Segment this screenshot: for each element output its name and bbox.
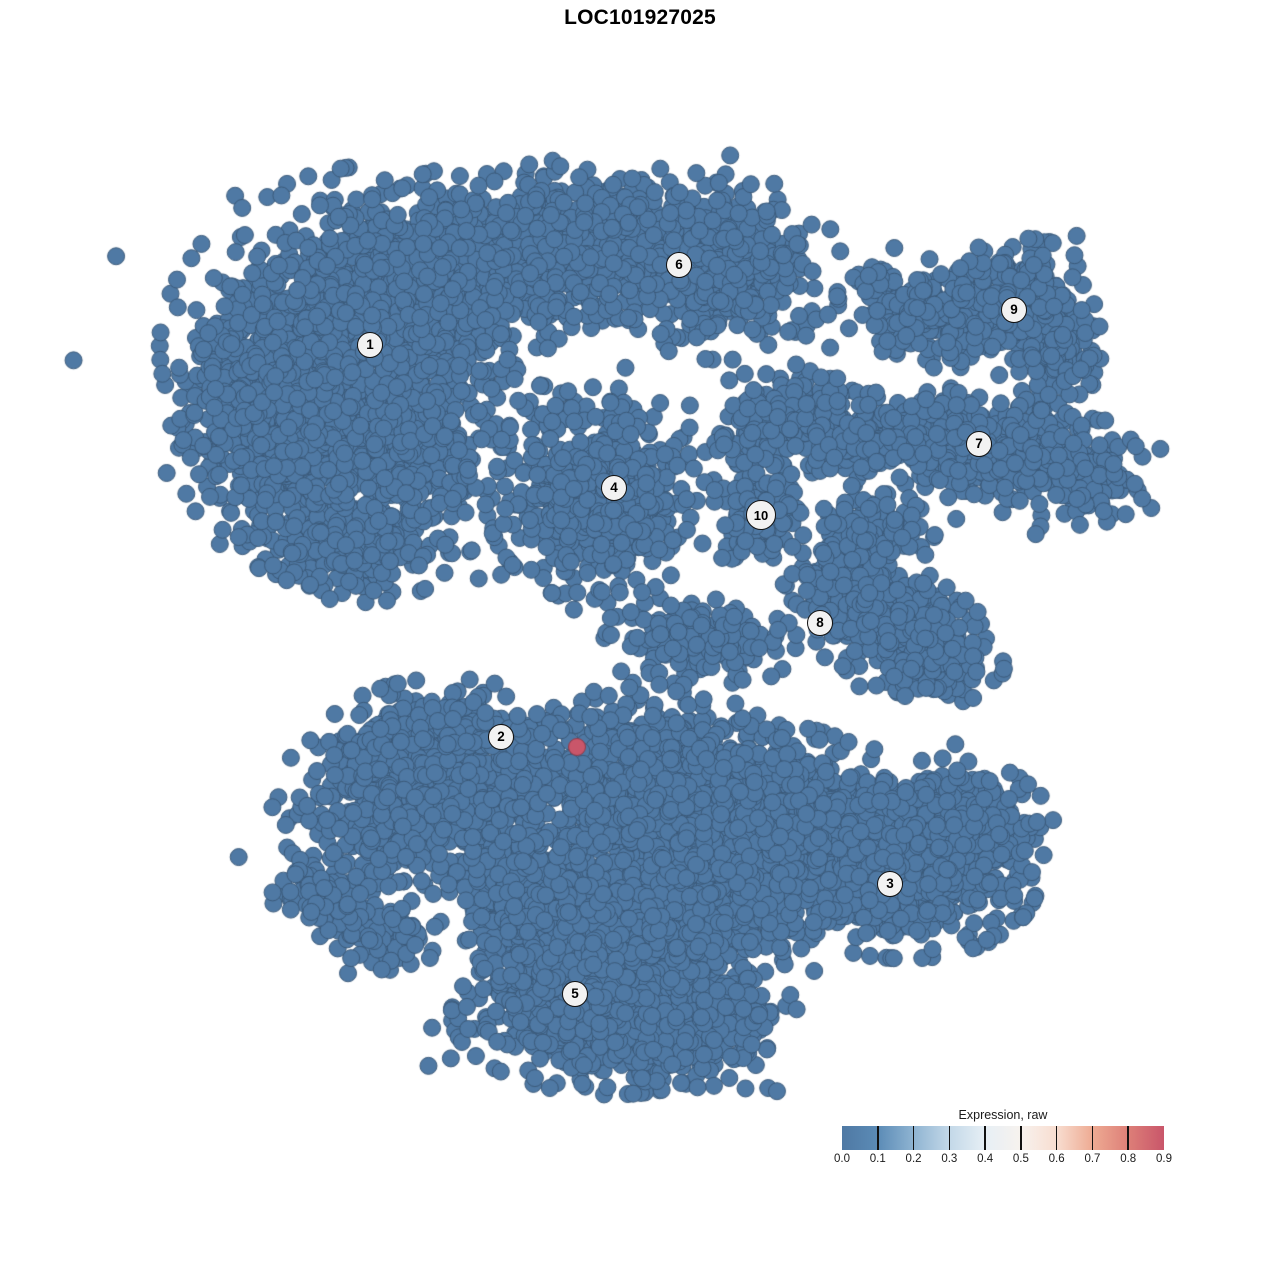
legend-tick-0.4 <box>984 1126 986 1150</box>
cluster-label-8[interactable]: 8 <box>807 610 833 636</box>
legend-tick-label-0.5: 0.5 <box>1012 1153 1029 1165</box>
legend-tick-label-0.7: 0.7 <box>1084 1153 1101 1165</box>
cluster-label-5[interactable]: 5 <box>562 981 588 1007</box>
legend-tick-label-0.0: 0.0 <box>834 1153 850 1165</box>
cluster-label-1[interactable]: 1 <box>357 332 383 358</box>
cluster-label-7[interactable]: 7 <box>966 431 992 457</box>
legend-tick-labels: 0.0 0.1 0.2 0.3 0.4 0.5 0.6 0.7 0.8 0.9 <box>834 1153 1172 1171</box>
cluster-label-2[interactable]: 2 <box>488 724 514 750</box>
cluster-label-10[interactable]: 10 <box>746 500 776 530</box>
cluster-label-3[interactable]: 3 <box>877 871 903 897</box>
cluster-label-4[interactable]: 4 <box>601 475 627 501</box>
legend-tick-0.1 <box>876 1126 879 1150</box>
legend-tick-label-0.4: 0.4 <box>977 1153 994 1165</box>
expression-legend: Expression, raw 0.0 0.1 0.2 0.3 0.4 0.5 0.6 0.7… <box>834 1108 1172 1171</box>
legend-tick-0.7 <box>1091 1126 1094 1150</box>
legend-tick-label-0.2: 0.2 <box>905 1153 922 1165</box>
cluster-label-9[interactable]: 9 <box>1001 297 1027 323</box>
legend-tick-0.8 <box>1127 1126 1130 1150</box>
legend-tick-label-0.8: 0.8 <box>1120 1153 1137 1165</box>
legend-tick-0.6 <box>1055 1126 1058 1150</box>
cluster-label-6[interactable]: 6 <box>666 252 692 278</box>
legend-gradient <box>842 1126 1164 1150</box>
legend-tick-0.3 <box>948 1126 951 1150</box>
legend-tick-label-0.1: 0.1 <box>869 1153 886 1165</box>
legend-colorbar[interactable] <box>842 1126 1164 1150</box>
legend-tick-0.2 <box>912 1126 915 1150</box>
legend-tick-0.5 <box>1020 1126 1022 1150</box>
legend-tick-label-0.6: 0.6 <box>1048 1153 1065 1165</box>
legend-tick-label-0.9: 0.9 <box>1156 1153 1172 1165</box>
legend-tick-label-0.3: 0.3 <box>941 1153 958 1165</box>
legend-title: Expression, raw <box>958 1108 1048 1122</box>
